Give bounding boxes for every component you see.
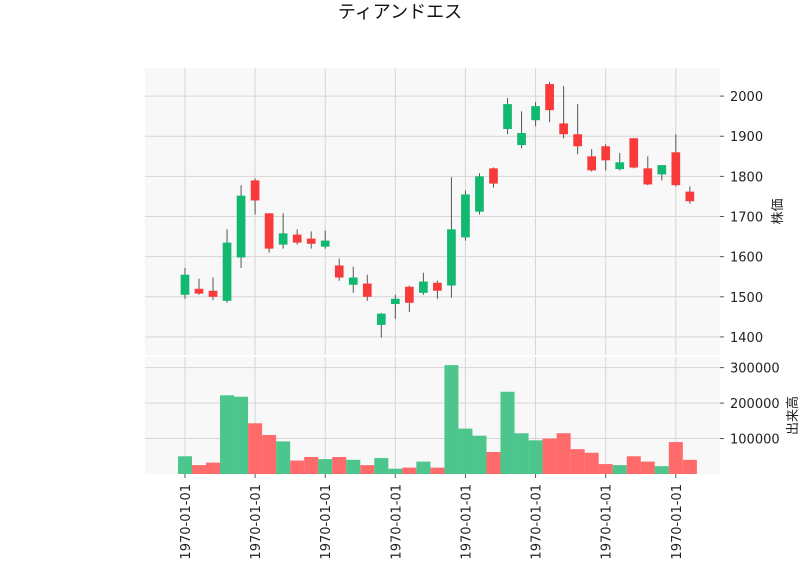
volume-bar — [500, 391, 515, 474]
candle-body — [320, 240, 330, 247]
volume-bar — [444, 365, 459, 474]
volume-bar — [514, 433, 529, 474]
volume-bar — [346, 459, 361, 474]
candle-body — [433, 282, 442, 291]
candle-body — [629, 138, 639, 168]
candle-body — [671, 152, 681, 186]
price-panel — [145, 68, 720, 355]
candle-body — [531, 106, 540, 121]
volume-bar — [332, 456, 347, 474]
volume-bar — [598, 464, 613, 474]
x-tick-label: 1970-01-01 — [459, 484, 474, 560]
volume-bar — [682, 459, 697, 474]
volume-bar — [570, 449, 585, 474]
candle-body — [292, 234, 302, 243]
volume-bar — [290, 460, 305, 474]
volume-bar — [360, 465, 375, 474]
volume-bar — [640, 461, 655, 474]
price-tick-label: 1800 — [730, 170, 763, 185]
candle-body — [180, 274, 190, 295]
volume-bar — [528, 440, 543, 474]
candle-body — [348, 277, 358, 285]
candle-body — [278, 233, 288, 245]
price-axis-label: 株価 — [771, 198, 786, 224]
price-tick-label: 2000 — [730, 90, 763, 105]
candle-body — [236, 195, 246, 258]
price-tick-label: 1400 — [730, 331, 763, 346]
volume-bar — [388, 468, 403, 474]
candle-body — [601, 146, 611, 161]
candle-body — [545, 84, 554, 111]
x-tick-label: 1970-01-01 — [600, 484, 615, 560]
volume-bar — [458, 428, 473, 474]
volume-bar — [304, 456, 319, 474]
candle-body — [657, 165, 667, 175]
volume-tick-label: 300000 — [730, 362, 780, 377]
volume-bar — [234, 396, 249, 474]
volume-bar — [668, 442, 683, 474]
candle-body — [405, 286, 414, 303]
x-tick-label: 1970-01-01 — [670, 484, 685, 560]
candle-body — [334, 265, 344, 278]
volume-bar — [654, 466, 669, 474]
candle-body — [208, 290, 218, 297]
volume-bar — [206, 462, 221, 474]
candle-body — [489, 168, 498, 184]
candle-body — [194, 288, 204, 294]
x-tick-label: 1970-01-01 — [530, 484, 545, 560]
volume-bar — [556, 433, 571, 474]
volume-bar — [486, 452, 501, 474]
volume-bar — [472, 435, 487, 474]
volume-bar — [430, 467, 445, 474]
candle-body — [615, 162, 625, 170]
candle-body — [503, 104, 512, 130]
candle-body — [461, 194, 470, 238]
x-tick-label: 1970-01-01 — [319, 484, 334, 560]
x-tick-label: 1970-01-01 — [249, 484, 264, 560]
volume-bar — [374, 458, 389, 474]
volume-bar — [318, 459, 333, 474]
candle-body — [376, 313, 386, 325]
candle-body — [559, 123, 568, 135]
x-tick-label: 1970-01-01 — [389, 484, 404, 560]
candle-body — [306, 238, 316, 244]
volume-bar — [542, 438, 557, 474]
volume-axis-label: 出来高 — [785, 396, 800, 435]
volume-tick-label: 200000 — [730, 397, 780, 412]
candle-body — [685, 191, 695, 202]
volume-bar — [626, 456, 641, 474]
candle-body — [587, 156, 597, 171]
price-tick-label: 1600 — [730, 251, 763, 266]
candle-body — [390, 298, 400, 305]
price-tick-label: 1500 — [730, 291, 763, 306]
candle-body — [419, 281, 428, 293]
candle-body — [222, 242, 232, 301]
chart-title: ティアンドエス — [337, 2, 463, 23]
volume-bar — [248, 423, 263, 474]
candle-body — [643, 168, 653, 185]
candle-body — [475, 176, 484, 212]
volume-bar — [612, 465, 627, 474]
volume-tick-label: 100000 — [730, 433, 780, 448]
candle-body — [573, 134, 582, 147]
candle-body — [517, 133, 526, 146]
volume-bar — [584, 452, 599, 474]
candle-body — [250, 180, 260, 201]
x-tick-label: 1970-01-01 — [179, 484, 194, 560]
candle-body — [264, 213, 274, 249]
price-tick-label: 1700 — [730, 211, 763, 226]
volume-bar — [220, 395, 235, 474]
volume-bar — [416, 461, 431, 474]
volume-bar — [191, 465, 207, 474]
volume-bar — [276, 441, 291, 474]
volume-bar — [402, 467, 417, 474]
candle-body — [362, 283, 372, 297]
volume-bar — [262, 435, 277, 474]
volume-bar — [177, 456, 192, 474]
price-tick-label: 1900 — [730, 130, 763, 145]
candle-body — [447, 229, 456, 286]
